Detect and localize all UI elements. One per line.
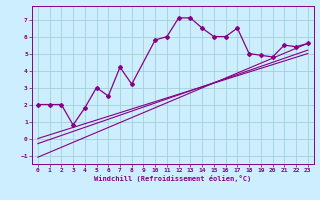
X-axis label: Windchill (Refroidissement éolien,°C): Windchill (Refroidissement éolien,°C): [94, 175, 252, 182]
